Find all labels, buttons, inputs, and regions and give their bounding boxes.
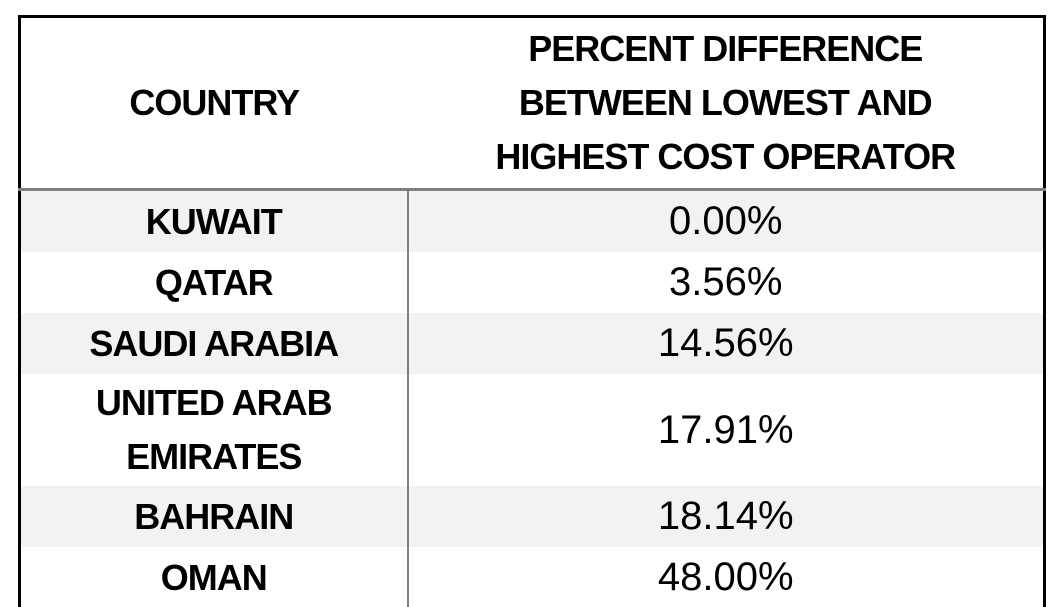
country-cell: QATAR xyxy=(19,252,409,313)
country-cell: KUWAIT xyxy=(19,189,409,252)
table-row: QATAR 3.56% xyxy=(19,252,1045,313)
table-row: SAUDI ARABIA 14.56% xyxy=(19,313,1045,374)
country-cell: OMAN xyxy=(19,547,409,607)
table-body: KUWAIT 0.00% QATAR 3.56% SAUDI ARABIA 14.56% U… xyxy=(19,189,1045,607)
percent-cell: 18.14% xyxy=(407,486,1045,547)
column-header-percent-line-3: HIGHEST COST OPERATOR xyxy=(495,136,956,177)
country-cell: SAUDI ARABIA xyxy=(19,313,409,374)
percent-cell: 48.00% xyxy=(407,547,1045,607)
percent-cell: 3.56% xyxy=(407,252,1045,313)
column-header-percent-difference: PERCENT DIFFERENCE BETWEEN LOWEST AND HI… xyxy=(407,16,1045,191)
country-cell: UNITED ARAB EMIRATES xyxy=(19,374,409,486)
column-header-country: COUNTRY xyxy=(19,16,408,191)
header-row: COUNTRY PERCENT DIFFERENCE BETWEEN LOWES… xyxy=(19,16,1045,191)
country-cell: BAHRAIN xyxy=(19,486,409,547)
percent-cell: 14.56% xyxy=(407,313,1045,374)
table-header: COUNTRY PERCENT DIFFERENCE BETWEEN LOWES… xyxy=(19,16,1045,191)
table-row: UNITED ARAB EMIRATES 17.91% xyxy=(19,374,1045,486)
table-row: BAHRAIN 18.14% xyxy=(19,486,1045,547)
percent-cell: 0.00% xyxy=(407,189,1045,252)
column-header-country-label: COUNTRY xyxy=(129,82,300,123)
column-header-percent-line-1: PERCENT DIFFERENCE xyxy=(528,28,923,69)
table-row: KUWAIT 0.00% xyxy=(19,189,1045,252)
table-row: OMAN 48.00% xyxy=(19,547,1045,607)
cost-comparison-table: COUNTRY PERCENT DIFFERENCE BETWEEN LOWES… xyxy=(18,15,1046,607)
percent-cell: 17.91% xyxy=(407,374,1045,486)
column-header-percent-line-2: BETWEEN LOWEST AND xyxy=(518,82,933,123)
